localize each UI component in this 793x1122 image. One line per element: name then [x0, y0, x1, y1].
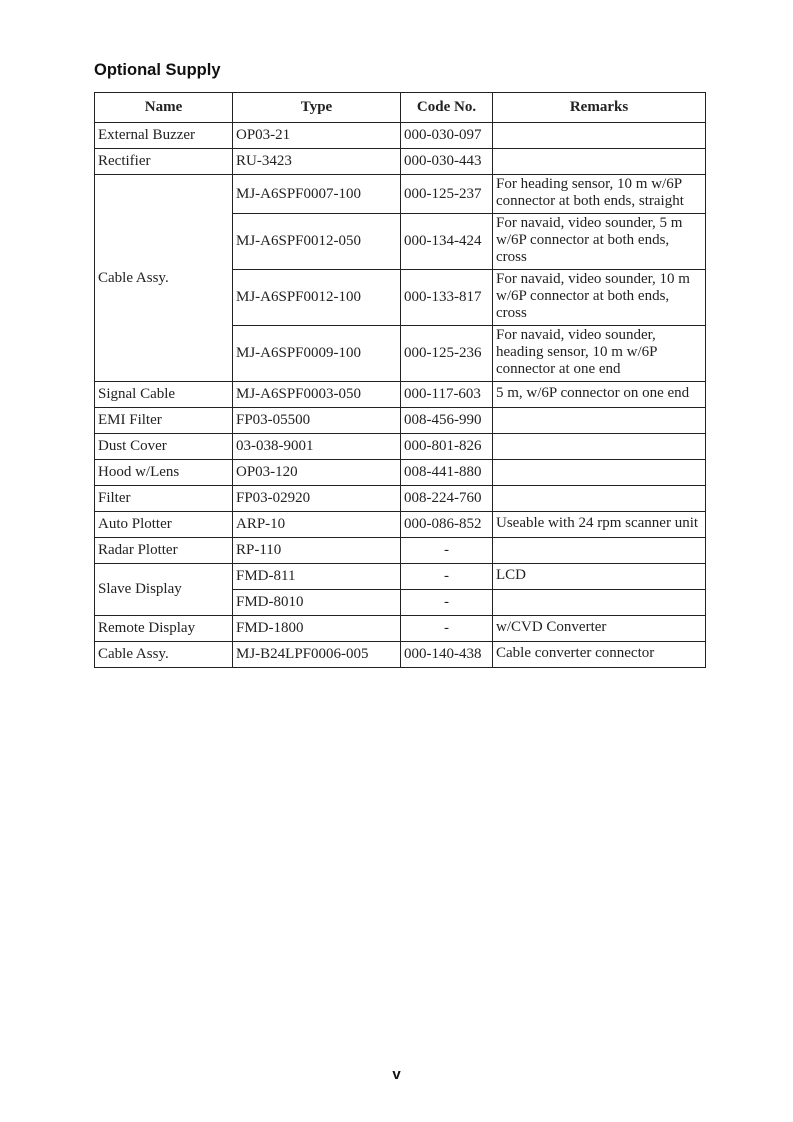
table-row: FMD-8010- [95, 589, 706, 616]
table-row: EMI Filter FP03-05500 008-456-990 [94, 407, 706, 434]
cell-code: - [400, 537, 493, 564]
cell-type: FP03-02920 [232, 485, 401, 512]
cell-name: Auto Plotter [94, 511, 233, 538]
cell-type: 03-038-9001 [232, 433, 401, 460]
cell-code: 000-140-438 [400, 641, 493, 668]
cell-code: 008-224-760 [400, 485, 493, 512]
cell-name: Cable Assy. [94, 641, 233, 668]
header-code: Code No. [400, 92, 493, 123]
cell-type: RU-3423 [232, 148, 401, 175]
cell-name: External Buzzer [94, 122, 233, 149]
table-row: Remote Display FMD-1800- w/CVD Converter [94, 615, 706, 642]
cell-type: RP-110 [232, 537, 401, 564]
cell-name: Filter [94, 485, 233, 512]
header-remarks: Remarks [492, 92, 706, 123]
cell-type: OP03-21 [232, 122, 401, 149]
cell-type: FMD-8010 [232, 589, 401, 616]
cell-name: Hood w/Lens [94, 459, 233, 486]
cell-name: Radar Plotter [94, 537, 233, 564]
optional-supply-table: Name Type Code No. Remarks External Buzz… [94, 92, 706, 668]
cell-code: 000-125-236 [400, 325, 493, 382]
cell-code: - [400, 615, 493, 642]
cell-remarks: For navaid, video sounder, heading senso… [492, 325, 706, 382]
cell-code: - [400, 589, 493, 616]
table-row: Dust Cover 03-038-9001 000-801-826 [94, 433, 706, 460]
cell-remarks: LCD [492, 563, 706, 590]
table-row: MJ-A6SPF0009-100 000-125-236 For navaid, v… [95, 325, 706, 382]
cell-code: 000-134-424 [400, 213, 493, 270]
cell-code: - [400, 563, 493, 590]
header-name: Name [94, 92, 233, 123]
table-row: Rectifier RU-3423 000-030-443 [94, 148, 706, 175]
cell-remarks: For navaid, video sounder, 5 m w/6P conn… [492, 213, 706, 270]
cell-type: FMD-811 [232, 563, 401, 590]
table-row: MJ-A6SPF0012-100 000-133-817 For navaid, v… [95, 269, 706, 326]
cell-code: 000-133-817 [400, 269, 493, 326]
cell-name: Slave Display [94, 563, 233, 616]
table-row: Slave Display FMD-811- LCD [94, 563, 706, 616]
cell-name: Dust Cover [94, 433, 233, 460]
cell-remarks: Cable converter connector [492, 641, 706, 668]
cell-type: OP03-120 [232, 459, 401, 486]
table-row: Cable Assy. MJ-A6SPF0007-100 000-125-237 Fo… [94, 174, 706, 382]
cell-name: Cable Assy. [94, 174, 233, 382]
cell-code: 000-030-097 [400, 122, 493, 149]
cell-remarks: Useable with 24 rpm scanner unit [492, 511, 706, 538]
cell-remarks [492, 122, 706, 149]
cell-type: MJ-B24LPF0006-005 [232, 641, 401, 668]
cell-type: MJ-A6SPF0007-100 [232, 174, 401, 214]
header-type: Type [232, 92, 401, 123]
table-row: Radar Plotter RP-110- [94, 537, 706, 564]
section-title: Optional Supply [94, 61, 221, 79]
table-body: External Buzzer OP03-21 000-030-097 Rectifi… [94, 122, 706, 668]
table-row: MJ-A6SPF0012-050 000-134-424 For navaid, v… [95, 213, 706, 270]
cell-remarks [492, 407, 706, 434]
cell-type: MJ-A6SPF0012-050 [232, 213, 401, 270]
cell-code: 000-117-603 [400, 381, 493, 408]
cell-type: FP03-05500 [232, 407, 401, 434]
table-row: Cable Assy. MJ-B24LPF0006-005 000-140-438 C… [94, 641, 706, 668]
cell-code: 008-456-990 [400, 407, 493, 434]
cell-name: Rectifier [94, 148, 233, 175]
cell-remarks: For navaid, video sounder, 10 m w/6P con… [492, 269, 706, 326]
table-row: Filter FP03-02920 008-224-760 [94, 485, 706, 512]
table-row: Hood w/Lens OP03-120 008-441-880 [94, 459, 706, 486]
cell-code: 008-441-880 [400, 459, 493, 486]
table-row: Signal Cable MJ-A6SPF0003-050 000-117-603 5… [94, 381, 706, 408]
cell-remarks [492, 589, 706, 616]
cell-type: ARP-10 [232, 511, 401, 538]
cell-name: EMI Filter [94, 407, 233, 434]
cell-remarks [492, 433, 706, 460]
cell-code: 000-086-852 [400, 511, 493, 538]
cell-name: Remote Display [94, 615, 233, 642]
cell-remarks: 5 m, w/6P connector on one end [492, 381, 706, 408]
cell-type: MJ-A6SPF0009-100 [232, 325, 401, 382]
cell-remarks [492, 459, 706, 486]
page-number: v [392, 1066, 401, 1083]
cell-type: MJ-A6SPF0012-100 [232, 269, 401, 326]
cell-code: 000-030-443 [400, 148, 493, 175]
cell-remarks: For heading sensor, 10 m w/6P connector … [492, 174, 706, 214]
cell-type: MJ-A6SPF0003-050 [232, 381, 401, 408]
cell-remarks: w/CVD Converter [492, 615, 706, 642]
cell-remarks [492, 148, 706, 175]
cell-remarks [492, 537, 706, 564]
table-header-row: Name Type Code No. Remarks [94, 92, 706, 123]
table-row: External Buzzer OP03-21 000-030-097 [94, 122, 706, 149]
cell-type: FMD-1800 [232, 615, 401, 642]
cell-code: 000-801-826 [400, 433, 493, 460]
cell-name: Signal Cable [94, 381, 233, 408]
table-row: Auto Plotter ARP-10 000-086-852 Useable wit… [94, 511, 706, 538]
cell-remarks [492, 485, 706, 512]
cell-code: 000-125-237 [400, 174, 493, 214]
